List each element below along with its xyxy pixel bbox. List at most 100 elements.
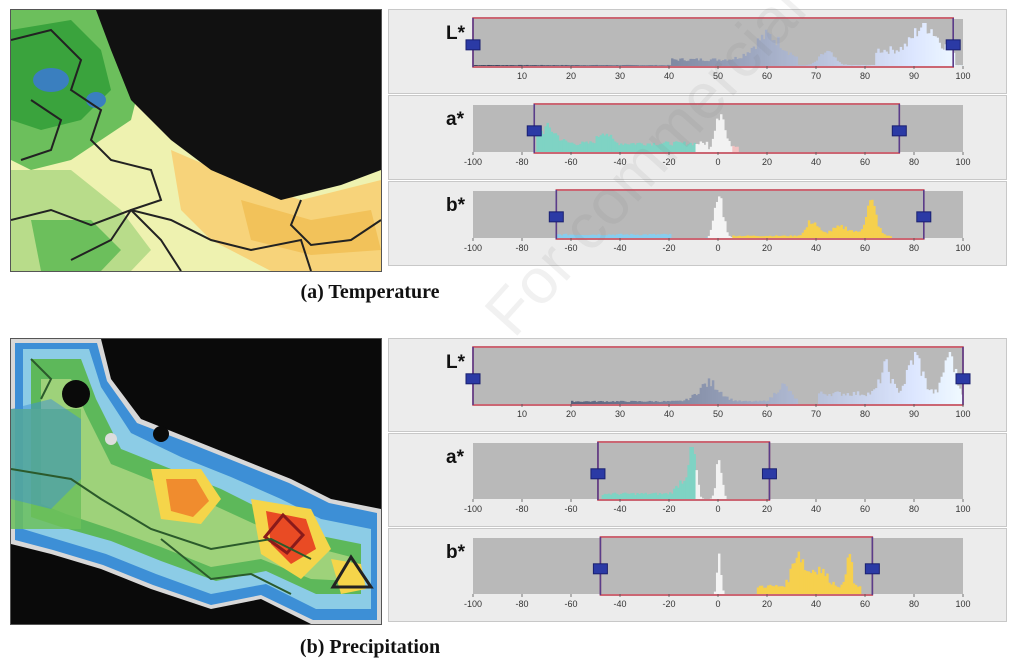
histogram-bar [756, 401, 760, 404]
tick-label: -100 [464, 504, 482, 514]
histogram-bar [728, 235, 731, 238]
histogram-bar [893, 53, 897, 66]
histogram-bar [732, 235, 735, 238]
histogram-bar [754, 236, 758, 238]
histogram-bar [652, 233, 656, 238]
histogram-bar [850, 65, 854, 66]
range-handle-max[interactable] [864, 563, 880, 575]
histogram-bar [909, 38, 913, 66]
tick-label: 100 [955, 504, 970, 514]
histogram-bar [695, 58, 698, 66]
histogram-bar [617, 65, 621, 66]
histogram-bar [828, 230, 831, 238]
histogram-bar [789, 568, 792, 594]
histogram-bar [834, 585, 837, 594]
histogram-bar [707, 61, 711, 66]
histogram-bar [544, 65, 547, 66]
histogram-bar [658, 493, 662, 499]
histogram-bar [691, 447, 694, 499]
histogram-bar [589, 234, 592, 238]
histogram-bar [673, 59, 676, 66]
histogram-bar [685, 145, 688, 152]
histogram-bar [646, 235, 649, 238]
histogram-bar [832, 56, 835, 66]
histogram-bar [622, 144, 625, 152]
tick-label: 60 [860, 504, 870, 514]
histogram-bar [687, 60, 690, 66]
histogram-bar [585, 401, 588, 404]
histogram-bar [842, 581, 845, 594]
histogram-bar [928, 33, 931, 66]
range-handle-max[interactable] [945, 39, 961, 51]
histogram-bar [628, 493, 631, 499]
histogram-bar [824, 394, 827, 404]
histogram-bar [562, 65, 566, 66]
range-handle-min[interactable] [548, 211, 564, 223]
histogram-bar [862, 395, 866, 404]
histogram-bar [867, 65, 870, 66]
histogram-bar [956, 65, 960, 66]
histogram-bar [767, 585, 770, 594]
range-handle-min[interactable] [465, 373, 481, 385]
range-handle-max[interactable] [891, 125, 907, 137]
histogram-bar [601, 65, 605, 66]
histogram-bar [715, 572, 719, 594]
histogram-bar [556, 135, 560, 152]
histogram-bar [669, 65, 672, 66]
histogram-bar [679, 480, 682, 499]
histogram-bar [777, 392, 780, 404]
range-handle-max[interactable] [955, 373, 971, 385]
histogram-bar [860, 394, 864, 404]
histogram-bar [642, 65, 645, 66]
histogram-bar [928, 390, 931, 404]
histogram-bar [732, 145, 735, 152]
range-handle-min[interactable] [592, 563, 608, 575]
histogram-bar [589, 65, 592, 66]
range-handle-min[interactable] [526, 125, 542, 137]
histogram-bar [536, 134, 539, 152]
histogram-bar [775, 45, 778, 66]
histogram-bar [781, 50, 784, 66]
histogram-bar [789, 390, 792, 404]
histogram-bar [603, 65, 607, 66]
histogram-bar [836, 225, 839, 238]
histogram-bar [787, 582, 790, 594]
histogram-bar [769, 235, 772, 238]
histogram-bar [726, 396, 729, 404]
histogram-bar [609, 494, 613, 499]
histogram-bar [624, 492, 627, 499]
histogram-bar [622, 400, 625, 404]
histogram-bar [593, 234, 596, 238]
histogram-bar [742, 236, 745, 238]
histogram-bar [822, 231, 825, 238]
tick-label: -100 [464, 599, 482, 609]
histogram-bar [954, 65, 958, 66]
histogram-bar [858, 586, 862, 594]
histogram-bar [675, 141, 678, 152]
histogram-bar [479, 65, 482, 66]
histogram-bar [838, 226, 841, 238]
histogram-bar [530, 65, 533, 66]
range-handle-max[interactable] [916, 211, 932, 223]
histogram-bar [722, 484, 725, 499]
range-handle-min[interactable] [465, 39, 481, 51]
histogram-bar [542, 65, 545, 66]
channel-label: a* [446, 109, 465, 130]
histogram-bar [611, 493, 615, 499]
range-handle-min[interactable] [590, 468, 606, 480]
histogram-bar [758, 236, 762, 238]
histogram-bar [613, 401, 617, 404]
histogram-bar [750, 401, 754, 404]
histogram-bar [795, 236, 799, 238]
histogram-bar [836, 60, 839, 66]
histogram-bar [673, 141, 676, 152]
histogram-bar [718, 553, 721, 594]
histogram-bar [799, 65, 803, 66]
histogram-bar [699, 496, 703, 499]
histogram-bar [601, 133, 605, 152]
histogram-bar [626, 234, 629, 238]
temperature-map [10, 9, 382, 272]
range-handle-max[interactable] [761, 468, 777, 480]
histogram-bar [842, 229, 845, 238]
histogram-bar [620, 493, 623, 499]
